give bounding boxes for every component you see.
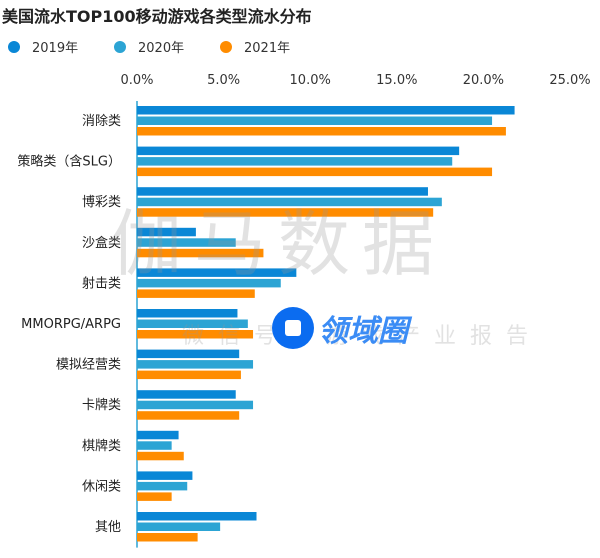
legend-item-2020: 2020年 [114,37,220,56]
bar-2021 [137,127,506,136]
x-tick-label: 10.0% [290,73,331,88]
legend-marker [8,40,20,53]
bar-2021 [137,411,240,420]
bar-2020 [137,157,453,166]
bar-2021 [137,451,184,461]
legend-item-2021: 2021年 [220,37,326,56]
legend: 2019年 2020年 2021年 [8,37,326,56]
category-label: 博彩类 [82,195,121,210]
x-tick-label: 20.0% [463,73,504,88]
legend-label: 2020年 [138,41,185,56]
category-label: 棋牌类 [82,438,121,454]
bar-2019 [137,146,460,156]
bar-2019 [137,187,428,196]
bar-2019 [137,349,240,359]
bar-2021 [137,248,264,258]
bar-2021 [137,208,434,217]
category-label: 沙盒类 [82,235,121,251]
chart-title: 美国流水TOP100移动游戏各类型流水分布 [2,7,312,26]
bar-2020 [137,522,221,531]
bar-2021 [137,167,493,177]
bar-2020 [137,238,236,247]
category-label: MMORPG/ARPG [21,317,121,332]
x-tick-label: 15.0% [376,73,417,88]
bar-2019 [137,106,515,115]
category-label: 射击类 [82,275,121,291]
category-label: 消除类 [82,114,121,129]
bar-2021 [137,533,198,542]
bar-2020 [137,441,172,450]
bar-2019 [137,471,193,480]
bar-2019 [137,430,179,440]
bar-2021 [137,492,172,501]
bar-2020 [137,116,493,125]
bar-2020 [137,319,248,328]
x-tick-label: 5.0% [207,73,240,88]
category-label: 卡牌类 [82,397,121,413]
legend-marker [114,40,126,53]
bar-2019 [137,309,238,318]
legend-item-2019: 2019年 [8,37,114,56]
x-tick-label: 25.0% [549,73,590,88]
bar-2019 [137,390,236,399]
bar-2020 [137,481,188,491]
bar-2020 [137,400,254,410]
logo-text: 领域圈 [318,314,408,349]
bar-2021 [137,370,241,380]
bar-2019 [137,268,297,277]
logo-watermark: 领域圈 [272,306,408,350]
bar-2019 [137,227,196,237]
bar-2021 [137,330,254,339]
category-label: 休闲类 [82,479,121,494]
legend-label: 2019年 [32,41,79,56]
logo-icon [272,307,314,349]
legend-label: 2021年 [244,41,291,56]
bar-2020 [137,197,442,207]
category-label: 策略类（含SLG） [17,154,121,170]
category-label: 模拟经营类 [56,358,121,373]
bar-2021 [137,289,255,298]
bar-2019 [137,512,257,521]
category-label: 其他 [95,520,121,535]
bar-2020 [137,278,281,288]
legend-marker [220,40,232,53]
bar-2020 [137,360,254,369]
x-tick-label: 0.0% [120,73,153,88]
